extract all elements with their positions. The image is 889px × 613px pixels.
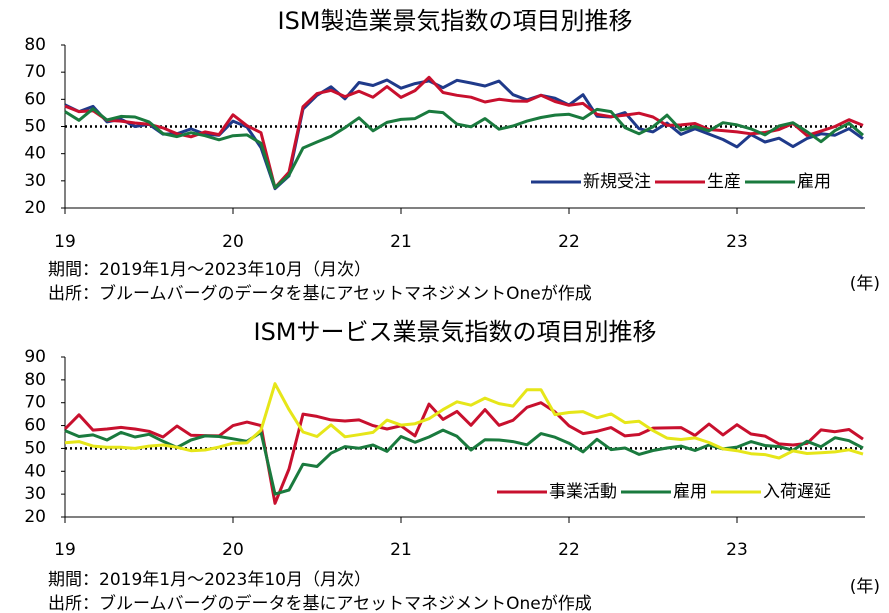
y-tick-label: 30 [24,484,46,504]
y-tick-label: 40 [24,461,46,481]
x-axis-unit: (年) [850,274,880,294]
legend: 事業活動 雇用 入荷遅延 [487,479,845,505]
x-tick-label: 23 [726,540,748,560]
y-tick-label: 50 [24,438,46,458]
series-line [64,78,864,191]
series-line [64,428,864,496]
series-line [64,382,864,460]
y-tick-label: 70 [24,393,46,413]
x-tick-label: 20 [222,540,244,560]
y-tick-label: 20 [24,198,46,218]
x-tick-label: 19 [54,540,76,560]
legend-label: 雇用 [797,172,831,192]
x-tick-label: 22 [558,540,580,560]
y-tick-label: 80 [24,370,46,390]
y-tick-label: 30 [24,171,46,191]
legend-label: 雇用 [673,482,707,502]
x-tick-label: 23 [726,232,748,252]
y-tick-label: 40 [24,144,46,164]
legend: 新規受注 生産 雇用 [521,169,845,195]
legend-label: 生産 [707,172,741,192]
legend-label: 入荷遅延 [763,482,831,502]
x-tick-label: 21 [390,232,412,252]
y-tick-label: 70 [24,62,46,82]
y-tick-label: 20 [24,507,46,527]
x-axis-unit: (年) [850,577,880,597]
legend-label: 新規受注 [583,172,651,192]
note: 期間：2019年1月～2023年10月（月次） [48,570,371,590]
note: 期間：2019年1月～2023年10月（月次） [48,260,371,280]
y-tick-label: 90 [24,347,46,367]
y-tick-label: 60 [24,416,46,436]
note: 出所：ブルームバーグのデータを基にアセットマネジメントOneが作成 [48,283,592,304]
series-line [64,107,864,190]
chart-title: ISMサービス業景気指数の項目別推移 [253,318,656,346]
legend-label: 事業活動 [549,482,617,502]
x-tick-label: 21 [390,540,412,560]
x-tick-label: 20 [222,232,244,252]
series-line [63,401,864,505]
y-tick-label: 80 [24,35,46,55]
x-tick-label: 19 [54,232,76,252]
y-tick-label: 60 [24,89,46,109]
y-tick-label: 50 [24,117,46,137]
note: 出所：ブルームバーグのデータを基にアセットマネジメントOneが作成 [48,593,592,613]
chart-title: ISM製造業景気指数の項目別推移 [277,7,632,35]
x-tick-label: 22 [558,232,580,252]
